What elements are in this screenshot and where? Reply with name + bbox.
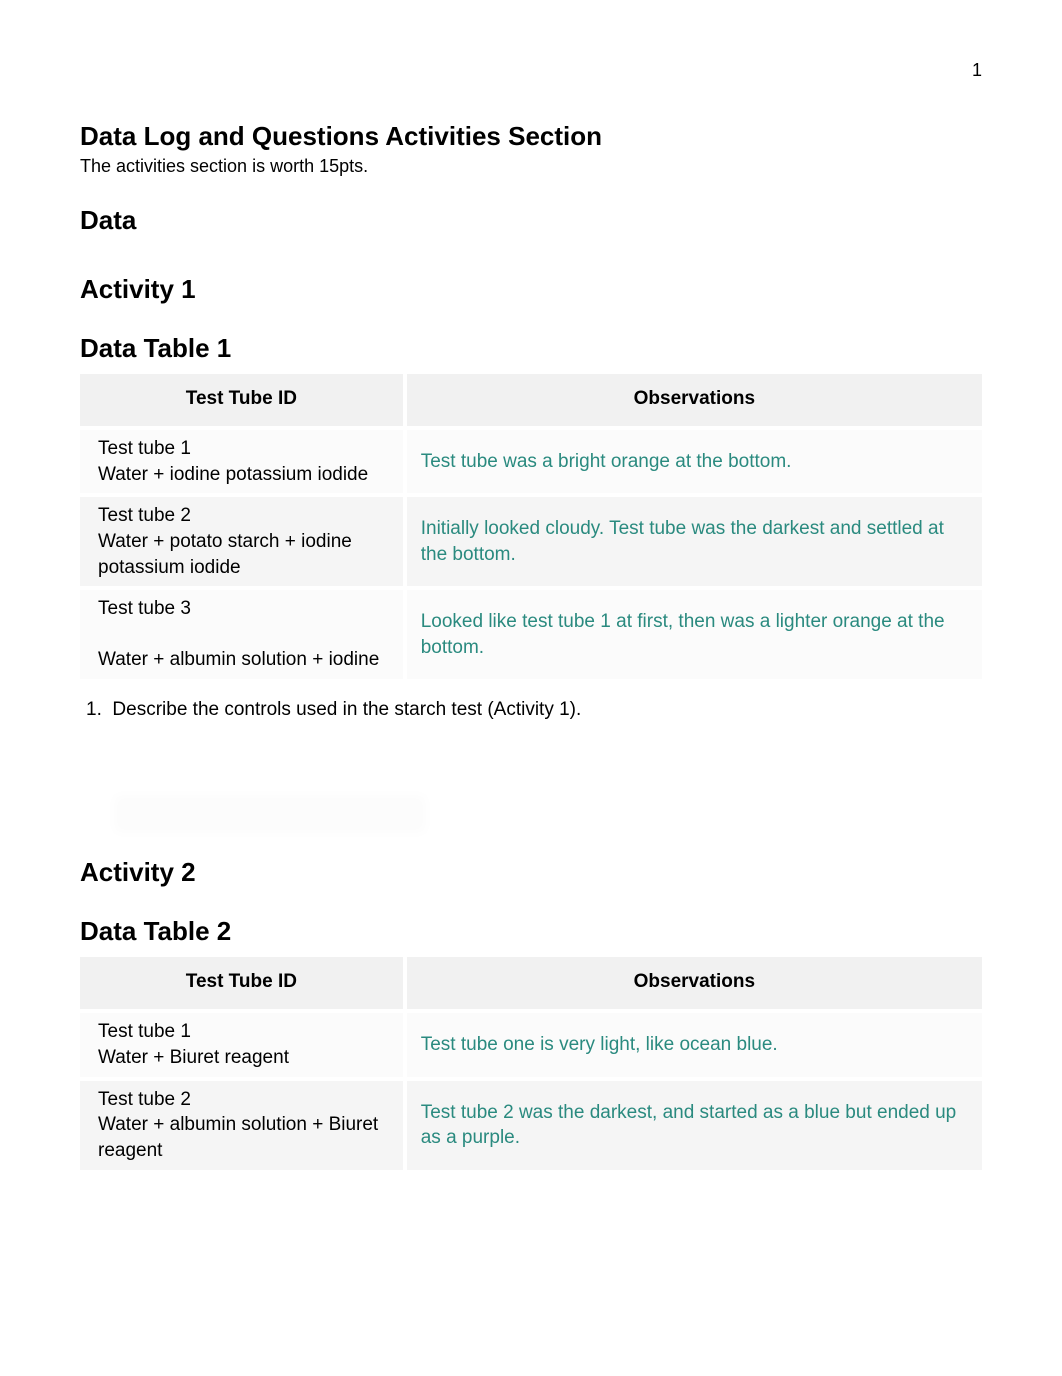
heading-data: Data [80, 205, 982, 236]
redacted-area [120, 801, 420, 827]
heading-activity-1: Activity 1 [80, 274, 982, 305]
table-cell-observation: Initially looked cloudy. Test tube was t… [405, 495, 982, 588]
section-subtitle: The activities section is worth 15pts. [80, 156, 982, 177]
table-cell-id: Test tube 2Water + albumin solution + Bi… [80, 1079, 405, 1170]
col-header-test-tube-id: Test Tube ID [80, 374, 405, 428]
table-cell-observation: Test tube one is very light, like ocean … [405, 1011, 982, 1078]
section-title: Data Log and Questions Activities Sectio… [80, 121, 982, 152]
table-cell-observation: Test tube 2 was the darkest, and started… [405, 1079, 982, 1170]
heading-activity-2: Activity 2 [80, 857, 982, 888]
data-table-2: Test Tube ID Observations Test tube 1Wat… [80, 957, 982, 1169]
table-cell-id: Test tube 1Water + Biuret reagent [80, 1011, 405, 1078]
table-cell-id: Test tube 2Water + potato starch + iodin… [80, 495, 405, 588]
col-header-observations: Observations [405, 957, 982, 1011]
col-header-test-tube-id: Test Tube ID [80, 957, 405, 1011]
table-cell-observation: Test tube was a bright orange at the bot… [405, 428, 982, 495]
table-cell-id: Test tube 1Water + iodine potassium iodi… [80, 428, 405, 495]
col-header-observations: Observations [405, 374, 982, 428]
table-cell-observation: Looked like test tube 1 at first, then w… [405, 588, 982, 679]
page-number: 1 [80, 60, 982, 81]
question-1-text: Describe the controls used in the starch… [112, 699, 581, 720]
data-table-1: Test Tube ID Observations Test tube 1Wat… [80, 374, 982, 679]
heading-data-table-1: Data Table 1 [80, 333, 982, 364]
heading-data-table-2: Data Table 2 [80, 916, 982, 947]
question-1: 1. Describe the controls used in the sta… [80, 699, 982, 721]
question-1-number: 1. [86, 699, 102, 720]
table-cell-id: Test tube 3Water + albumin solution + io… [80, 588, 405, 679]
